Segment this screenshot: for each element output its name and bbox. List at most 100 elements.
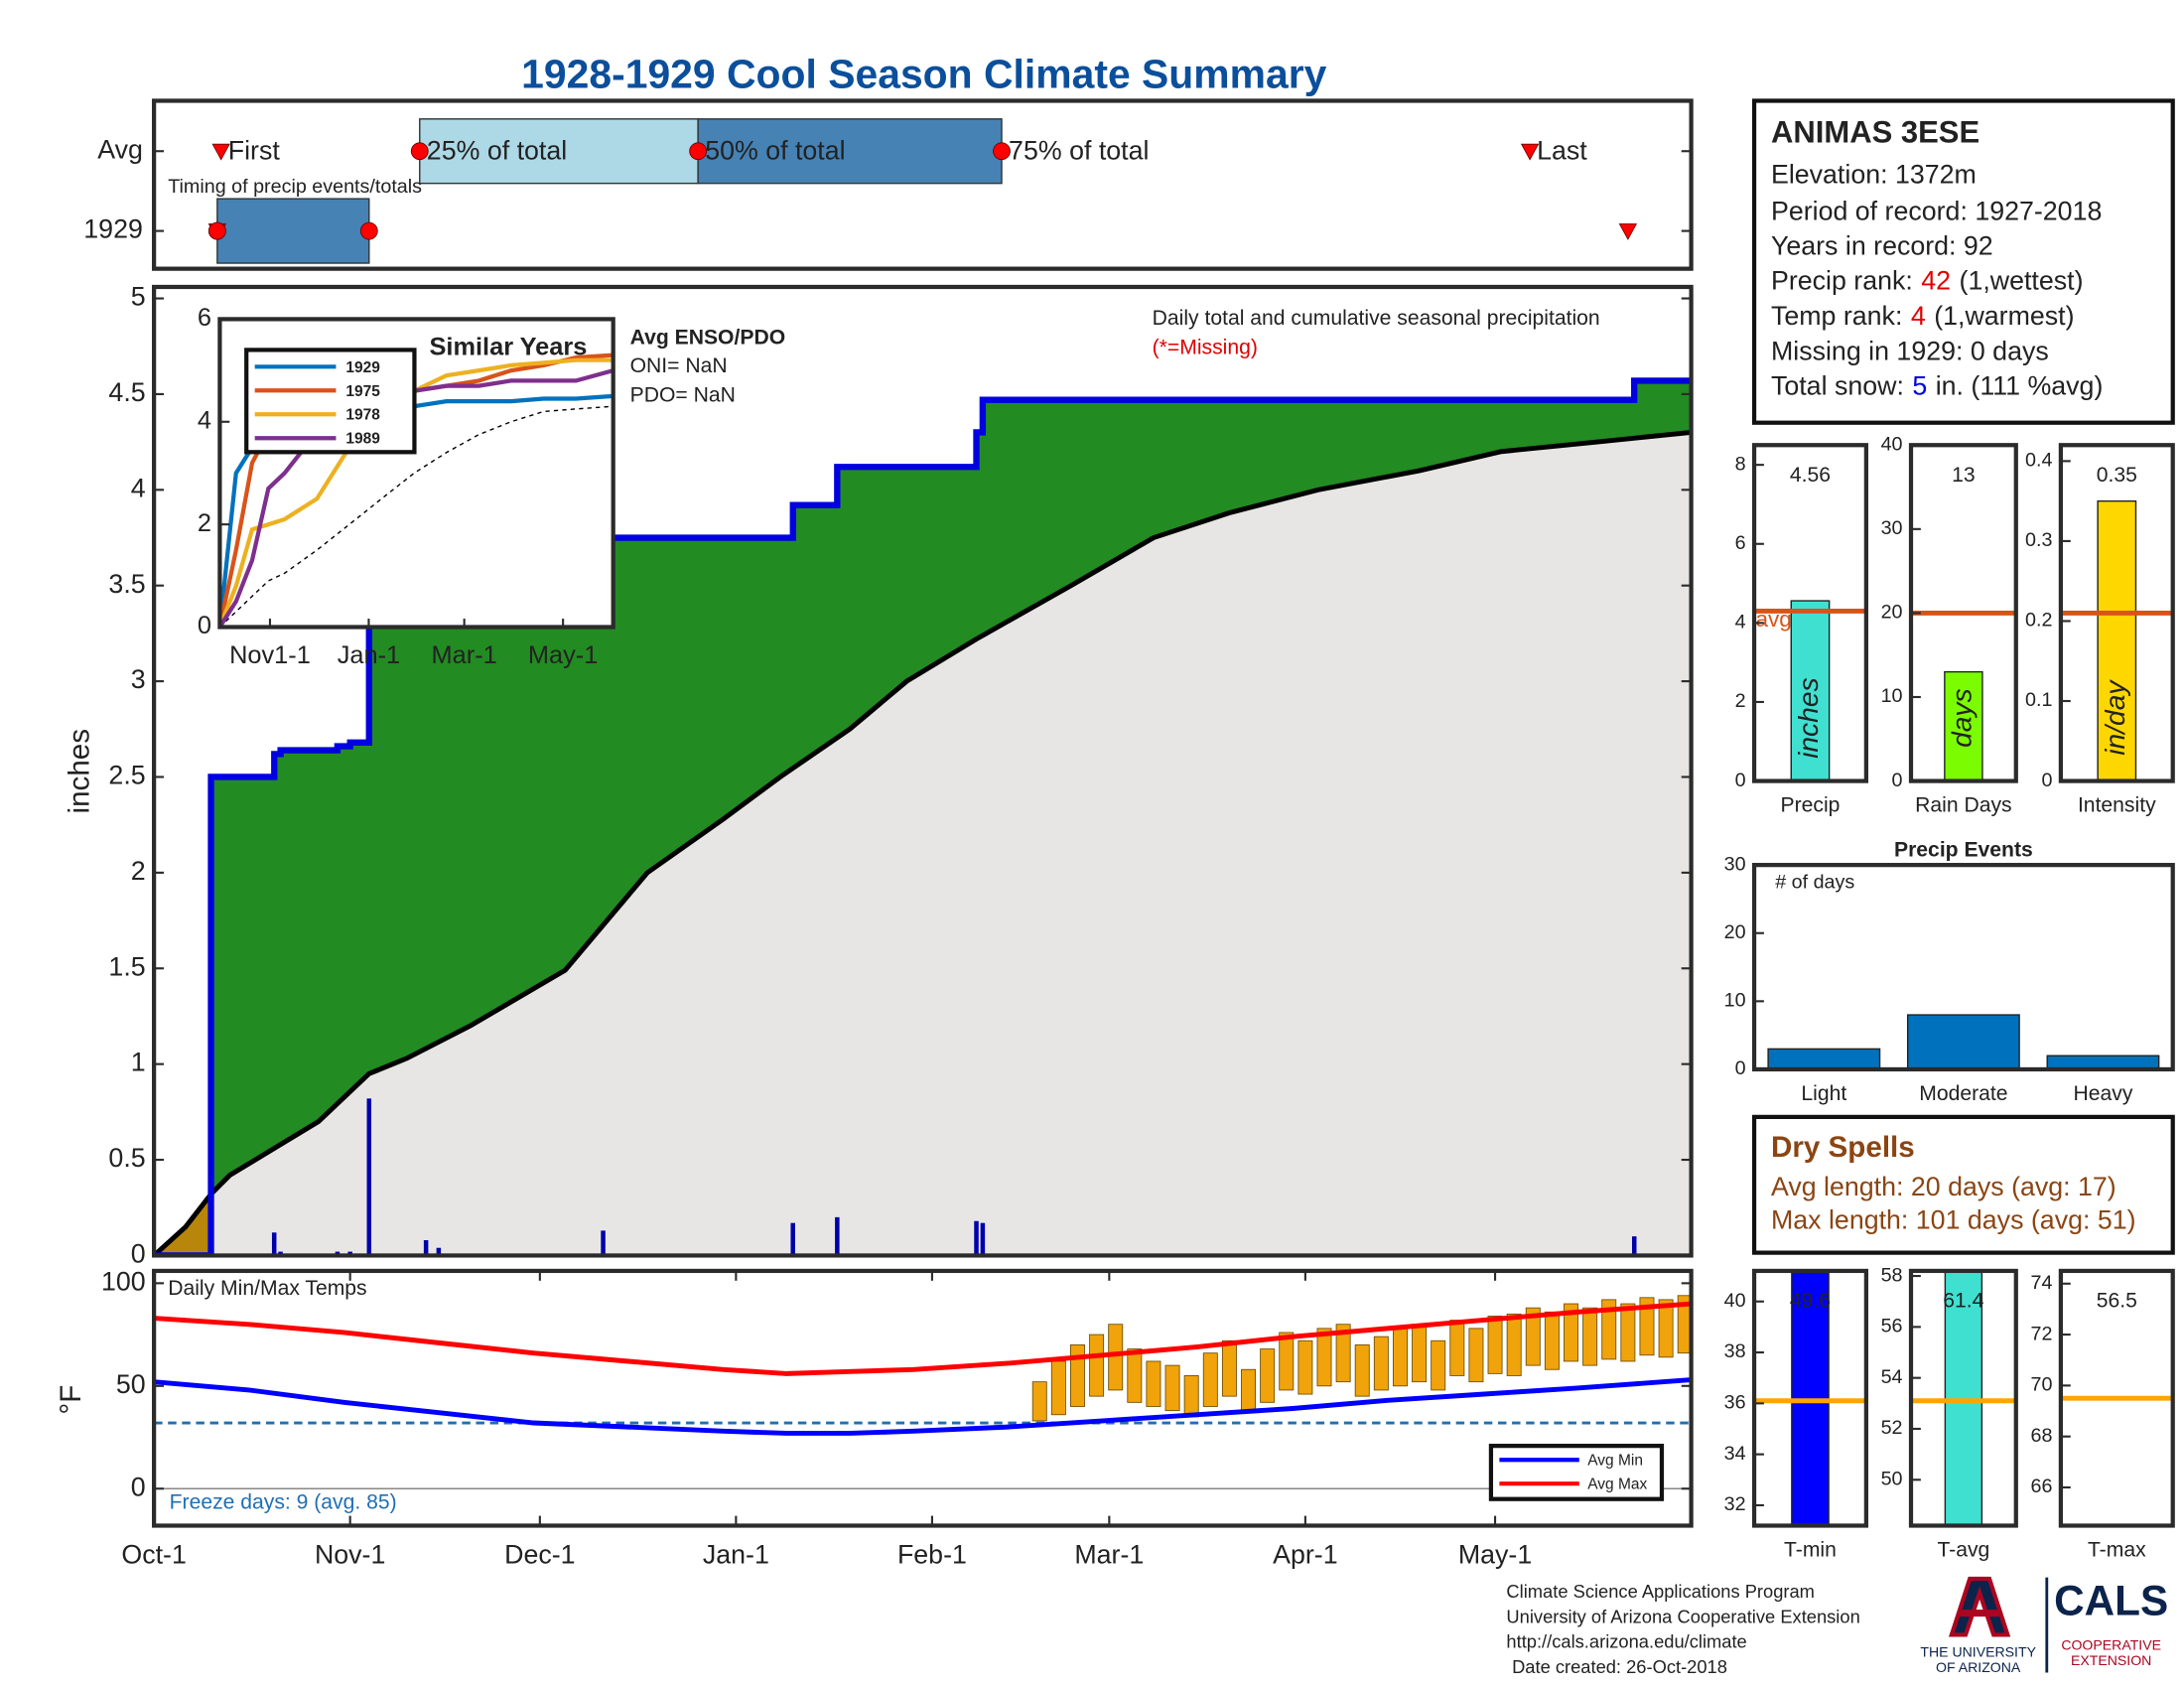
daily-temp-bar <box>1241 1368 1257 1412</box>
station-line: Temp rank: 4 (1,warmest) <box>1771 301 2075 331</box>
value-label: 4.56 <box>1790 464 1831 487</box>
daily-precip-bar <box>835 1216 840 1256</box>
axes-frame <box>1751 1268 1868 1528</box>
y-tick-label: 0 <box>1735 1057 1746 1079</box>
y-tick-label: 0.1 <box>2025 689 2052 711</box>
bar <box>1906 1014 2020 1069</box>
x-tick-label: Nov1-1 <box>229 641 311 669</box>
x-tick-label: May-1 <box>528 641 598 669</box>
quartile-marker <box>410 142 429 161</box>
y-tick-label: 20 <box>1881 602 1903 624</box>
marker-label: 50% of total <box>705 136 845 166</box>
dry-spells-box: Dry Spells Avg length: 20 days (avg: 17)… <box>1751 1114 2175 1255</box>
daily-temp-bar <box>1089 1334 1105 1397</box>
bar <box>1944 670 1983 781</box>
axes-frame <box>2058 1268 2175 1528</box>
y-tick-label: 0.4 <box>2025 450 2052 472</box>
marker-label: 25% of total <box>427 136 567 166</box>
ua-logo-mark <box>1948 1576 2011 1637</box>
station-box: ANIMAS 3ESE Elevation: 1372m Period of r… <box>1751 98 2175 425</box>
snow-value: 5 <box>1912 371 1927 401</box>
y-tick-label: 68 <box>2030 1425 2052 1447</box>
plot-area <box>154 1295 1692 1489</box>
reference-line <box>219 405 614 628</box>
plot-area <box>1767 1014 2160 1069</box>
cals-logo-text: COOPERATIVE <box>2061 1636 2161 1652</box>
category-label: Heavy <box>2073 1082 2132 1105</box>
station-line: Elevation: 1372m <box>1771 160 1977 190</box>
y-tick-label: 100 <box>101 1266 146 1296</box>
category-label: T-avg <box>1937 1538 1989 1561</box>
y-tick-label: 2 <box>131 856 146 886</box>
daily-precip-bar <box>366 1098 372 1256</box>
annotation: Daily total and cumulative seasonal prec… <box>1153 307 1600 330</box>
footer-line: Climate Science Applications Program <box>1506 1581 1815 1602</box>
ua-logo-text: OF ARIZONA <box>1936 1659 2021 1675</box>
plot-area <box>1911 1270 2016 1526</box>
axes-frame <box>1908 1268 2018 1528</box>
station-line: Years in record: 92 <box>1771 231 1993 261</box>
daily-temp-bar <box>1582 1307 1598 1366</box>
ua-logo-text: THE UNIVERSITY <box>1920 1643 2036 1659</box>
y-tick-label: 2 <box>1735 690 1746 712</box>
bar <box>1767 1048 1881 1069</box>
enso-title: Avg ENSO/PDO <box>630 327 786 350</box>
y-tick-label: 10 <box>1724 990 1746 1012</box>
axes-frame <box>152 284 1694 1258</box>
y-axis-label: inches <box>64 729 96 814</box>
label: Temp rank: <box>1771 301 1902 331</box>
station-frame <box>1751 98 2175 425</box>
freeze-note: Freeze days: 9 (avg. 85) <box>170 1491 397 1514</box>
legend-box <box>1488 1444 1665 1501</box>
y-tick-label: 2 <box>198 509 211 537</box>
marker-label: 75% of total <box>1009 136 1149 166</box>
value-label: 56.5 <box>2097 1290 2137 1313</box>
y-tick-label: 4 <box>198 406 211 434</box>
daily-temp-bar <box>1639 1297 1655 1356</box>
axes-frame <box>152 98 1694 271</box>
label: Total snow: <box>1771 371 1904 401</box>
quartile-marker <box>359 221 378 240</box>
y-tick-label: 0 <box>2041 770 2052 791</box>
daily-temp-bar <box>1335 1324 1351 1383</box>
y-tick-label: 40 <box>1881 433 1903 455</box>
bar <box>1944 1270 1983 1526</box>
x-tick-label: Jan-1 <box>703 1540 769 1570</box>
quartile-box <box>216 198 370 264</box>
axes-frame <box>2058 443 2175 783</box>
value-label: 13 <box>1952 464 1976 487</box>
panel-note: # of days <box>1775 872 1854 894</box>
category-label: Intensity <box>2078 794 2156 817</box>
x-tick-label: Nov-1 <box>315 1540 385 1570</box>
daily-temp-bar <box>1392 1328 1408 1387</box>
quartile-marker <box>689 142 708 161</box>
axes-frame <box>1751 863 2175 1072</box>
rank: 4 <box>1911 301 1926 331</box>
bar <box>1791 1270 1830 1526</box>
row-label: Avg <box>97 134 143 164</box>
daily-temp-bar <box>1564 1303 1578 1362</box>
y-tick-label: 8 <box>1735 453 1746 475</box>
y-axis-label: °F <box>55 1385 87 1415</box>
value-label: 0.35 <box>2097 464 2137 487</box>
daily-temp-bar <box>1164 1364 1180 1412</box>
unit-label: in/day <box>2099 679 2130 756</box>
legend-label: Avg Max <box>1587 1477 1647 1493</box>
legend-label: 1929 <box>345 359 380 376</box>
label: in. (111 %avg) <box>1936 371 2104 401</box>
daily-temp-bar <box>1183 1375 1199 1418</box>
page-title: 1928-1929 Cool Season Climate Summary <box>521 51 1327 96</box>
plot-area <box>1754 1270 1866 1526</box>
x-tick-label: Apr-1 <box>1273 1540 1337 1570</box>
daily-precip-bar <box>436 1247 442 1256</box>
daily-temp-bar <box>1260 1348 1276 1403</box>
category-label: T-min <box>1784 1538 1837 1561</box>
category-label: Rain Days <box>1915 794 2011 817</box>
quartile-box <box>419 118 699 185</box>
event-marker <box>211 143 230 161</box>
y-tick-label: 0.5 <box>108 1143 145 1173</box>
enso-line: ONI= NaN <box>630 354 728 377</box>
daily-temp-bar <box>1412 1324 1428 1383</box>
enso-line: PDO= NaN <box>630 384 736 407</box>
rank: 42 <box>1921 266 1951 296</box>
